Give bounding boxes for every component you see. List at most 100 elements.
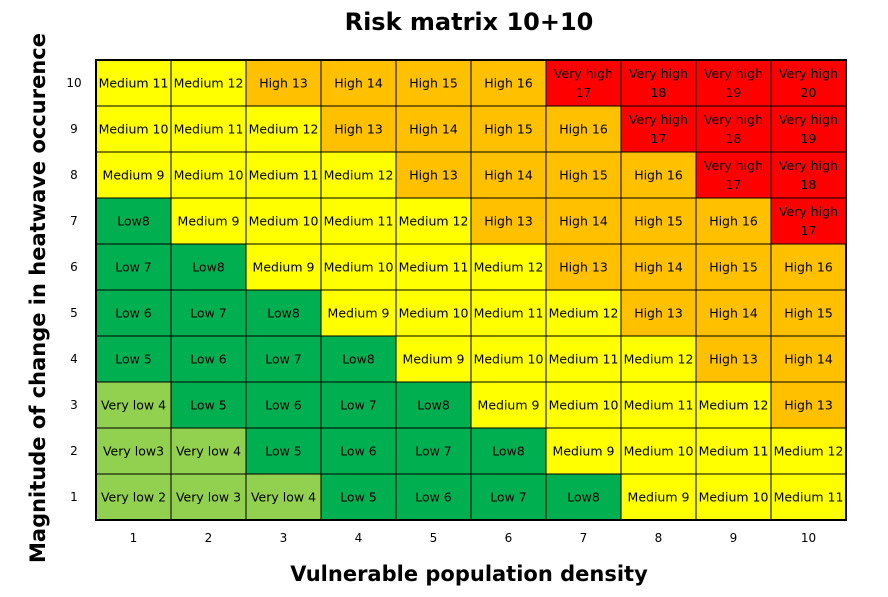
matrix-cell-label: High 15: [709, 260, 758, 275]
matrix-cell: [695, 105, 772, 153]
matrix-cell-label: High 16: [484, 76, 533, 91]
matrix-cell-label: Very low 4: [176, 444, 241, 459]
matrix-cell: [320, 105, 397, 153]
matrix-cell-label: Very high 19: [779, 112, 838, 146]
matrix-cell: [470, 473, 547, 521]
matrix-cell: [545, 243, 622, 291]
matrix-cell: [245, 243, 322, 291]
matrix-cell: [470, 381, 547, 429]
matrix-cell-label: High 15: [784, 306, 833, 321]
matrix-cell: [620, 197, 697, 245]
matrix-cell: [545, 427, 622, 475]
matrix-cell: [395, 151, 472, 199]
matrix-border: [95, 59, 847, 521]
matrix-cell-label: Very high 17: [629, 112, 688, 146]
matrix-cell: [170, 335, 247, 383]
matrix-cell: [170, 381, 247, 429]
matrix-cell-label: High 13: [334, 122, 383, 137]
matrix-cell-label: Medium 9: [103, 168, 165, 183]
matrix-cell-label: High 13: [484, 214, 533, 229]
matrix-cell-label: Very low 4: [101, 398, 166, 413]
matrix-cell-label: High 16: [559, 122, 608, 137]
matrix-cell-label: Low8: [192, 260, 225, 275]
matrix-cell: [695, 427, 772, 475]
matrix-cell-label: Medium 12: [774, 444, 844, 459]
matrix-cell-label: Low 5: [265, 444, 302, 459]
matrix-cell: [770, 381, 847, 429]
y-tick-label: 9: [70, 122, 78, 136]
matrix-cell-label: Low 7: [490, 490, 527, 505]
matrix-cell-label: Very low 4: [251, 490, 316, 505]
matrix-cell-label: Low 7: [265, 352, 302, 367]
matrix-cells: [95, 59, 847, 521]
matrix-cell-label: Medium 10: [99, 122, 169, 137]
matrix-cell-label: High 15: [634, 214, 683, 229]
matrix-cell: [620, 335, 697, 383]
matrix-cell-label: Low 7: [115, 260, 152, 275]
matrix-cell-label: Medium 10: [324, 260, 394, 275]
matrix-cell-label: Medium 9: [553, 444, 615, 459]
matrix-cell-label: High 14: [634, 260, 683, 275]
matrix-cell-labels: Medium 11 Medium 12 High 13 High 14 High 15 H…: [99, 66, 844, 505]
matrix-cell: [695, 151, 772, 199]
matrix-cell-label: Low 5: [190, 398, 227, 413]
matrix-cell-label: Low8: [492, 444, 525, 459]
matrix-cell: [95, 59, 172, 107]
x-tick-label: 9: [730, 531, 738, 545]
matrix-cell: [320, 243, 397, 291]
x-tick-label: 6: [505, 531, 513, 545]
matrix-cell-label: Low 5: [115, 352, 152, 367]
y-tick-label: 3: [70, 398, 78, 412]
matrix-cell: [245, 59, 322, 107]
matrix-cell: [620, 105, 697, 153]
matrix-cell-label: Very high 17: [779, 204, 838, 238]
matrix-cell-label: High 15: [559, 168, 608, 183]
y-tick-label: 5: [70, 306, 78, 320]
matrix-cell: [395, 105, 472, 153]
matrix-cell: [620, 289, 697, 337]
matrix-cell-label: Medium 11: [774, 490, 844, 505]
matrix-cell-label: Low 6: [190, 352, 227, 367]
matrix-cell-label: Low8: [567, 490, 600, 505]
matrix-cell-label: Medium 10: [624, 444, 694, 459]
matrix-cell-label: High 13: [259, 76, 308, 91]
matrix-cell: [170, 289, 247, 337]
matrix-cell-label: Medium 9: [328, 306, 390, 321]
matrix-cell: [470, 105, 547, 153]
matrix-cell-label: Medium 12: [699, 398, 769, 413]
matrix-cell: [770, 289, 847, 337]
matrix-cell: [395, 197, 472, 245]
matrix-cell: [545, 335, 622, 383]
matrix-cell: [695, 289, 772, 337]
matrix-cell-label: Medium 12: [324, 168, 394, 183]
matrix-cell-label: Low8: [267, 306, 300, 321]
matrix-cell-label: Medium 9: [478, 398, 540, 413]
x-tick-label: 10: [801, 531, 816, 545]
matrix-cell: [695, 381, 772, 429]
matrix-cell: [395, 427, 472, 475]
x-tick-label: 8: [655, 531, 663, 545]
x-tick-label: 7: [580, 531, 588, 545]
matrix-cell-label: High 13: [709, 352, 758, 367]
matrix-cell-label: Very low 2: [101, 490, 166, 505]
matrix-cell: [245, 151, 322, 199]
matrix-cell-label: High 13: [559, 260, 608, 275]
matrix-cell-label: Medium 12: [624, 352, 694, 367]
matrix-cell: [620, 381, 697, 429]
matrix-cell-label: Low 6: [265, 398, 302, 413]
matrix-cell-label: Low 7: [415, 444, 452, 459]
matrix-cell-label: High 14: [409, 122, 458, 137]
matrix-cell: [695, 197, 772, 245]
matrix-cell-label: Medium 11: [324, 214, 394, 229]
matrix-cell-label: High 15: [409, 76, 458, 91]
matrix-cell: [620, 59, 697, 107]
matrix-cell-label: High 13: [409, 168, 458, 183]
matrix-cell: [395, 335, 472, 383]
matrix-cell-label: Medium 9: [253, 260, 315, 275]
matrix-cell-label: High 14: [484, 168, 533, 183]
x-axis-ticks: 1 2 3 4 5 6 7 8 9 10: [130, 531, 816, 545]
matrix-cell-label: Medium 12: [549, 306, 619, 321]
matrix-cell-label: Medium 10: [699, 490, 769, 505]
matrix-cell: [170, 473, 247, 521]
